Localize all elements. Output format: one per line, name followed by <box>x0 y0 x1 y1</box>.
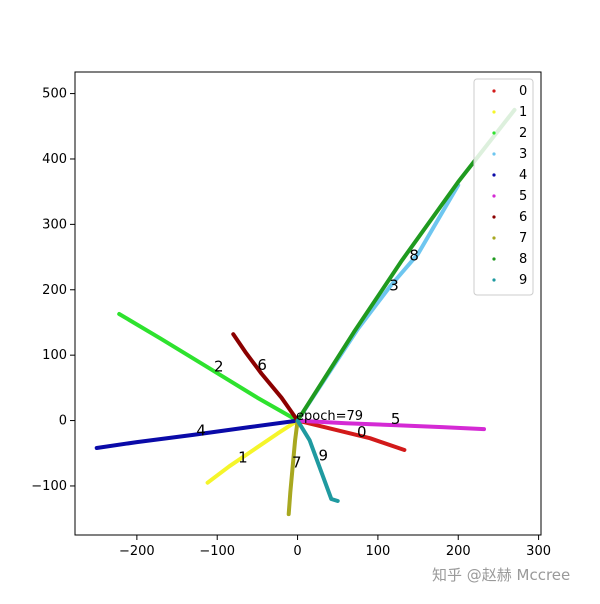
legend-marker-2 <box>492 131 496 135</box>
epoch-annotation: epoch=79 <box>296 409 363 424</box>
series-0-point <box>344 430 348 434</box>
cluster-label-2: 2 <box>214 357 224 375</box>
series-1-point <box>227 464 231 468</box>
series-9-point <box>329 497 333 501</box>
y-tick-label: 200 <box>42 283 67 298</box>
legend-label-1: 1 <box>519 105 527 120</box>
series-4-point <box>191 433 195 437</box>
x-tick-label: −100 <box>199 544 235 559</box>
series-8-point <box>456 180 460 184</box>
series-7-point <box>291 464 295 468</box>
legend-marker-5 <box>492 194 496 198</box>
legend-label-7: 7 <box>519 231 527 246</box>
series-9-point <box>336 499 340 503</box>
series-2-point <box>255 396 259 400</box>
series-4-point <box>135 440 139 444</box>
series-1-point <box>251 448 255 452</box>
y-tick-label: 100 <box>42 348 67 363</box>
legend-marker-9 <box>492 278 496 282</box>
series-9-point <box>320 471 324 475</box>
series-3-point <box>388 284 392 289</box>
y-tick-label: 500 <box>42 87 67 102</box>
cluster-label-9: 9 <box>319 446 329 464</box>
series-9-point <box>296 419 300 423</box>
x-tick-label: 100 <box>365 544 390 559</box>
series-7-point <box>287 512 291 516</box>
series-7-point <box>288 490 292 495</box>
series-3-point <box>416 252 420 256</box>
legend-marker-4 <box>492 173 496 177</box>
legend-label-8: 8 <box>519 252 527 267</box>
legend-label-3: 3 <box>519 147 527 162</box>
series-9-point <box>308 438 312 442</box>
series-8-point <box>400 258 404 262</box>
series-5-point <box>392 423 396 427</box>
legend-marker-6 <box>492 215 496 219</box>
cluster-label-0: 0 <box>357 423 367 441</box>
series-1-point <box>275 432 280 436</box>
series-4-point <box>247 425 251 429</box>
x-tick-label: 300 <box>526 544 551 559</box>
legend-label-9: 9 <box>519 273 527 288</box>
cluster-label-4: 4 <box>196 422 206 440</box>
series-6-point <box>279 396 284 400</box>
legend-label-4: 4 <box>519 168 527 183</box>
legend-box <box>473 78 534 296</box>
x-tick-label: −200 <box>119 544 155 559</box>
series-6-point <box>259 371 263 376</box>
plot-area-frame <box>74 71 542 536</box>
y-tick-label: 300 <box>42 217 67 232</box>
series-2-point <box>207 366 211 370</box>
y-tick-label: −100 <box>31 479 67 494</box>
legend-marker-0 <box>492 89 496 93</box>
series-1 <box>205 418 300 485</box>
series-6-point <box>243 350 247 354</box>
cluster-label-1: 1 <box>238 448 248 466</box>
cluster-label-3: 3 <box>389 276 399 294</box>
cluster-label-8: 8 <box>409 246 419 264</box>
series-5-point <box>344 421 348 425</box>
series-2-point <box>159 337 163 341</box>
series-1-point <box>206 481 210 485</box>
series-0-point <box>368 436 372 440</box>
series-5-point <box>440 425 444 429</box>
series-6-point <box>231 332 235 336</box>
series-7-point <box>293 438 297 442</box>
series-0-point <box>402 448 406 452</box>
x-tick-label: 0 <box>293 544 301 559</box>
cluster-label-6: 6 <box>257 356 267 374</box>
legend-marker-3 <box>492 152 496 156</box>
legend-label-6: 6 <box>519 210 527 225</box>
series-2-point <box>117 312 121 316</box>
cluster-label-7: 7 <box>292 454 302 472</box>
y-tick-label: 0 <box>59 414 67 429</box>
y-tick-label: 400 <box>42 152 67 167</box>
legend-marker-8 <box>492 257 496 261</box>
series-4 <box>94 418 300 450</box>
series-8-point <box>352 330 356 334</box>
legend-marker-1 <box>492 110 496 114</box>
x-tick-label: 200 <box>446 544 471 559</box>
legend-label-2: 2 <box>519 126 527 141</box>
series-0-point <box>320 424 324 428</box>
legend-label-5: 5 <box>519 189 527 204</box>
legend-label-0: 0 <box>519 84 527 99</box>
series-4-point <box>95 446 99 450</box>
series-9 <box>295 418 340 503</box>
cluster-label-5: 5 <box>391 410 401 428</box>
watermark-text: 知乎 @赵赫 Mccree <box>432 566 570 584</box>
legend-marker-7 <box>492 236 496 240</box>
series-5-point <box>482 427 486 431</box>
